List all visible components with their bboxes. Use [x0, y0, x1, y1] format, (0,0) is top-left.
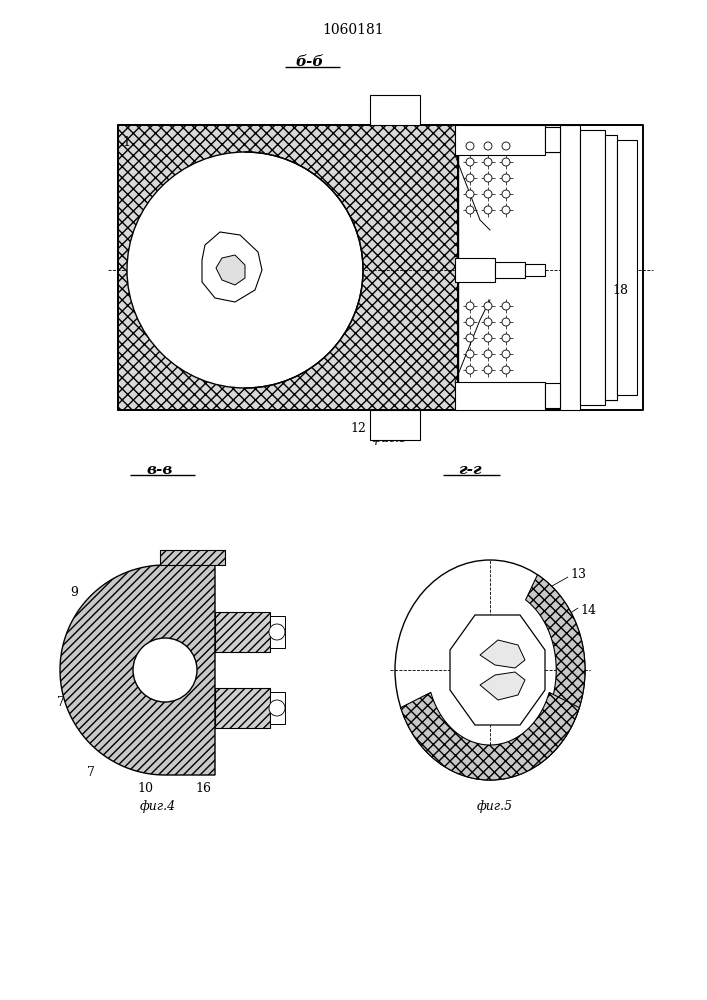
Circle shape: [466, 334, 474, 342]
Bar: [215, 612, 270, 652]
Circle shape: [466, 302, 474, 310]
Text: 7: 7: [57, 696, 65, 708]
Circle shape: [502, 206, 510, 214]
Bar: [580, 130, 605, 405]
Bar: [545, 127, 560, 152]
Circle shape: [484, 366, 492, 374]
Circle shape: [484, 158, 492, 166]
Polygon shape: [202, 232, 262, 302]
Text: 13: 13: [570, 568, 586, 582]
Bar: [118, 125, 458, 410]
Circle shape: [466, 158, 474, 166]
Circle shape: [484, 174, 492, 182]
Circle shape: [269, 700, 285, 716]
Bar: [455, 258, 495, 282]
Bar: [495, 262, 525, 278]
Circle shape: [127, 152, 363, 388]
Circle shape: [502, 334, 510, 342]
Circle shape: [484, 334, 492, 342]
Circle shape: [484, 206, 492, 214]
Polygon shape: [480, 672, 525, 700]
Polygon shape: [525, 575, 585, 765]
Circle shape: [133, 638, 197, 702]
Text: 9: 9: [70, 585, 78, 598]
Text: 18: 18: [612, 284, 628, 296]
Bar: [270, 692, 285, 724]
Circle shape: [484, 190, 492, 198]
Bar: [370, 410, 420, 440]
Text: фиг.4: фиг.4: [140, 800, 176, 813]
Circle shape: [484, 318, 492, 326]
Circle shape: [502, 190, 510, 198]
Bar: [605, 135, 617, 400]
Circle shape: [466, 142, 474, 150]
Polygon shape: [401, 692, 579, 780]
Bar: [545, 383, 560, 408]
Text: 16: 16: [195, 782, 211, 795]
Circle shape: [466, 174, 474, 182]
Circle shape: [484, 350, 492, 358]
Circle shape: [502, 158, 510, 166]
Circle shape: [466, 190, 474, 198]
Circle shape: [466, 318, 474, 326]
Circle shape: [502, 302, 510, 310]
Bar: [370, 95, 420, 125]
Text: 7: 7: [87, 766, 95, 778]
Text: 1060181: 1060181: [322, 23, 384, 37]
Bar: [160, 550, 225, 565]
Circle shape: [502, 366, 510, 374]
Circle shape: [502, 174, 510, 182]
Text: фиг.5: фиг.5: [477, 800, 513, 813]
Polygon shape: [216, 255, 245, 285]
Bar: [617, 140, 637, 395]
Text: 10: 10: [137, 782, 153, 795]
Text: б-б: б-б: [296, 55, 325, 69]
Polygon shape: [60, 565, 215, 775]
Polygon shape: [450, 615, 545, 725]
Text: 1: 1: [122, 135, 130, 148]
Circle shape: [502, 142, 510, 150]
Circle shape: [502, 350, 510, 358]
Text: 14: 14: [580, 603, 596, 616]
Text: 12: 12: [350, 422, 366, 435]
Text: г-г: г-г: [458, 463, 481, 477]
Bar: [455, 125, 545, 155]
Bar: [560, 125, 580, 410]
Bar: [455, 382, 545, 410]
Bar: [270, 616, 285, 648]
Circle shape: [466, 350, 474, 358]
Bar: [525, 264, 545, 276]
Circle shape: [502, 318, 510, 326]
Circle shape: [466, 366, 474, 374]
Ellipse shape: [395, 560, 585, 780]
Circle shape: [466, 206, 474, 214]
Polygon shape: [480, 640, 525, 668]
Bar: [118, 125, 458, 410]
Text: в-в: в-в: [147, 463, 173, 477]
Circle shape: [484, 302, 492, 310]
Bar: [458, 125, 643, 410]
Bar: [215, 688, 270, 728]
Circle shape: [269, 624, 285, 640]
Text: фиг.3: фиг.3: [372, 432, 408, 445]
Circle shape: [484, 142, 492, 150]
